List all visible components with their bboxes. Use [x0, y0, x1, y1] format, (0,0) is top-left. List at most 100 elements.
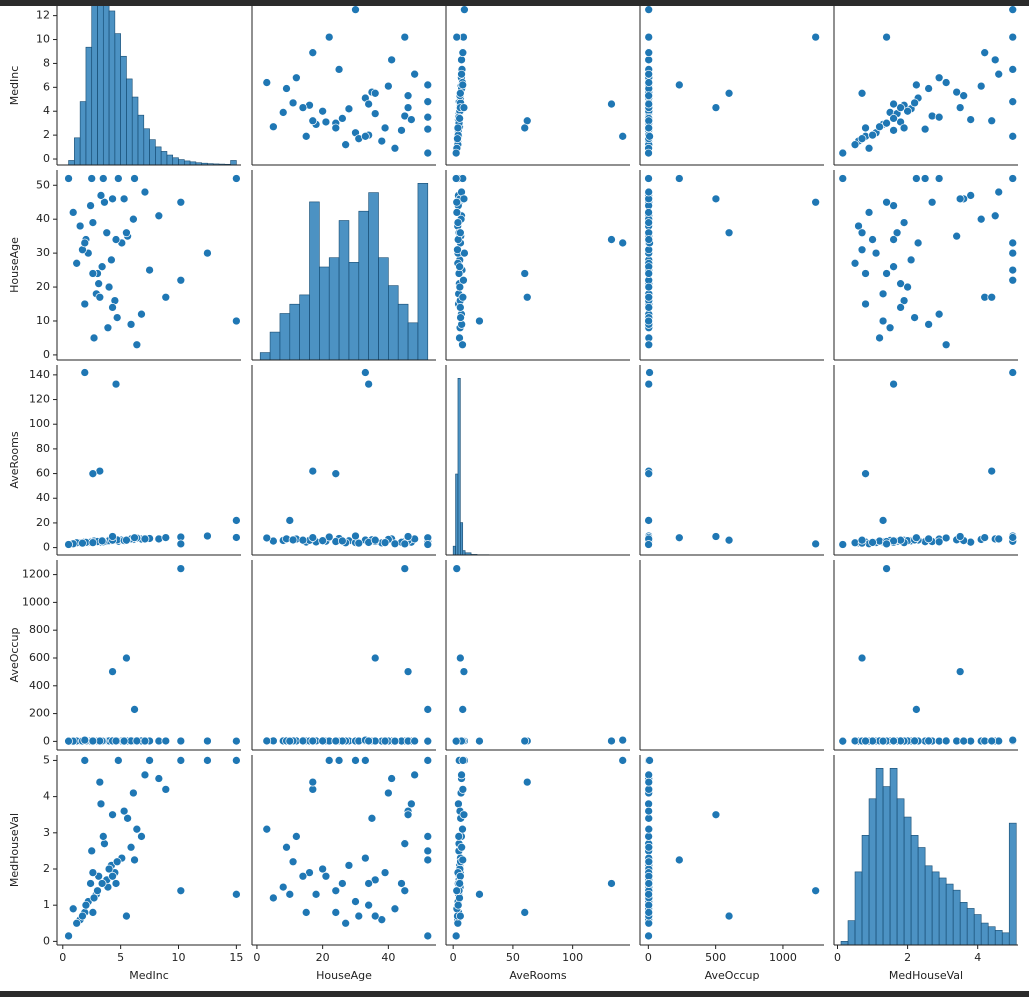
scatter-point	[80, 735, 90, 745]
histogram-bar	[102, 6, 110, 165]
scatter-point	[269, 122, 278, 132]
scatter-point	[111, 736, 121, 746]
histogram-bar	[279, 313, 291, 360]
scatter-point	[351, 6, 360, 15]
histogram-bar	[160, 151, 168, 165]
x-axis-label: HouseAge	[316, 969, 372, 982]
scatter-point	[644, 813, 654, 823]
scatter-point	[423, 124, 433, 134]
y-axis-label: HouseAge	[8, 237, 21, 293]
scatter-point	[644, 857, 654, 867]
scatter-point	[811, 886, 821, 896]
scatter-point	[400, 839, 410, 849]
scatter-point	[878, 736, 888, 746]
scatter-point	[645, 131, 654, 141]
scatter-point	[920, 174, 930, 183]
scatter-point	[318, 864, 327, 874]
scatter-point	[724, 228, 734, 238]
scatter-point	[644, 148, 653, 158]
scatter-point	[132, 340, 142, 350]
scatter-point	[458, 785, 468, 794]
scatter-point	[87, 846, 97, 856]
scatter-point	[994, 187, 1004, 197]
histogram-bar	[460, 522, 464, 555]
scatter-point	[232, 516, 241, 525]
histogram-bar	[338, 220, 350, 360]
scatter-point	[1008, 368, 1018, 377]
histogram-bar	[973, 914, 982, 945]
scatter-point	[370, 875, 380, 885]
scatter-point	[301, 908, 311, 917]
histogram-bar	[299, 294, 310, 360]
scatter-point	[868, 130, 877, 140]
x-tick-label: 10	[172, 951, 186, 964]
scatter-point	[455, 879, 464, 888]
scatter-point	[129, 214, 138, 224]
scatter-point	[97, 879, 107, 888]
panel	[452, 377, 627, 555]
scatter-point	[341, 918, 350, 928]
histogram-bar	[924, 865, 933, 945]
scatter-point	[645, 756, 654, 765]
scatter-point	[176, 564, 186, 573]
scatter-point	[262, 78, 272, 87]
scatter-point	[644, 123, 654, 133]
scatter-point	[95, 777, 105, 787]
scatter-point	[130, 855, 139, 865]
scatter-point	[724, 535, 734, 545]
scatter-point	[857, 134, 867, 144]
histogram-bar	[889, 767, 898, 945]
scatter-point	[93, 886, 102, 896]
scatter-point	[89, 333, 99, 343]
scatter-point	[176, 756, 186, 765]
scatter-point	[457, 69, 466, 79]
x-tick-label: 0	[645, 951, 652, 964]
histogram-bar	[952, 889, 961, 945]
scatter-point	[453, 900, 463, 910]
scatter-point	[380, 736, 390, 746]
panel	[644, 6, 821, 158]
scatter-point	[644, 918, 654, 928]
scatter-point	[453, 123, 463, 133]
scatter-point	[364, 379, 373, 389]
histogram-bar	[457, 377, 461, 555]
scatter-point	[292, 832, 301, 841]
histogram-bar	[1001, 932, 1010, 945]
scatter-point	[955, 667, 965, 676]
scatter-point	[423, 846, 433, 856]
y-tick-label: 0	[43, 934, 50, 947]
y-tick-label: 40	[36, 491, 50, 504]
scatter-point	[941, 736, 951, 746]
x-tick-label: 0	[834, 951, 841, 964]
scatter-point	[1008, 174, 1018, 183]
scatter-point	[644, 842, 654, 852]
scatter-point	[924, 84, 933, 93]
scatter-point	[112, 857, 122, 867]
scatter-point	[89, 893, 99, 903]
histogram-bar	[319, 266, 330, 360]
scatter-point	[475, 889, 484, 899]
histogram-bar	[328, 257, 340, 360]
x-tick-label: 5	[117, 951, 124, 964]
scatter-point	[451, 148, 461, 158]
histogram-bar	[917, 847, 926, 945]
panel	[262, 6, 433, 158]
panel	[451, 756, 628, 941]
panel	[644, 756, 821, 941]
scatter-point	[64, 540, 73, 549]
scatter-point	[78, 911, 87, 921]
scatter-point	[108, 194, 117, 204]
scatter-point	[520, 908, 530, 917]
scatter-point	[262, 736, 272, 746]
scatter-point	[453, 245, 462, 255]
scatter-point	[64, 736, 73, 746]
scatter-point	[878, 316, 888, 326]
scatter-point	[896, 303, 905, 312]
scatter-point	[454, 832, 464, 841]
panel	[262, 368, 433, 549]
scatter-point	[161, 736, 171, 746]
y-tick-label: 40	[36, 212, 50, 225]
scatter-point	[111, 879, 121, 888]
y-tick-label: 3	[43, 826, 50, 839]
